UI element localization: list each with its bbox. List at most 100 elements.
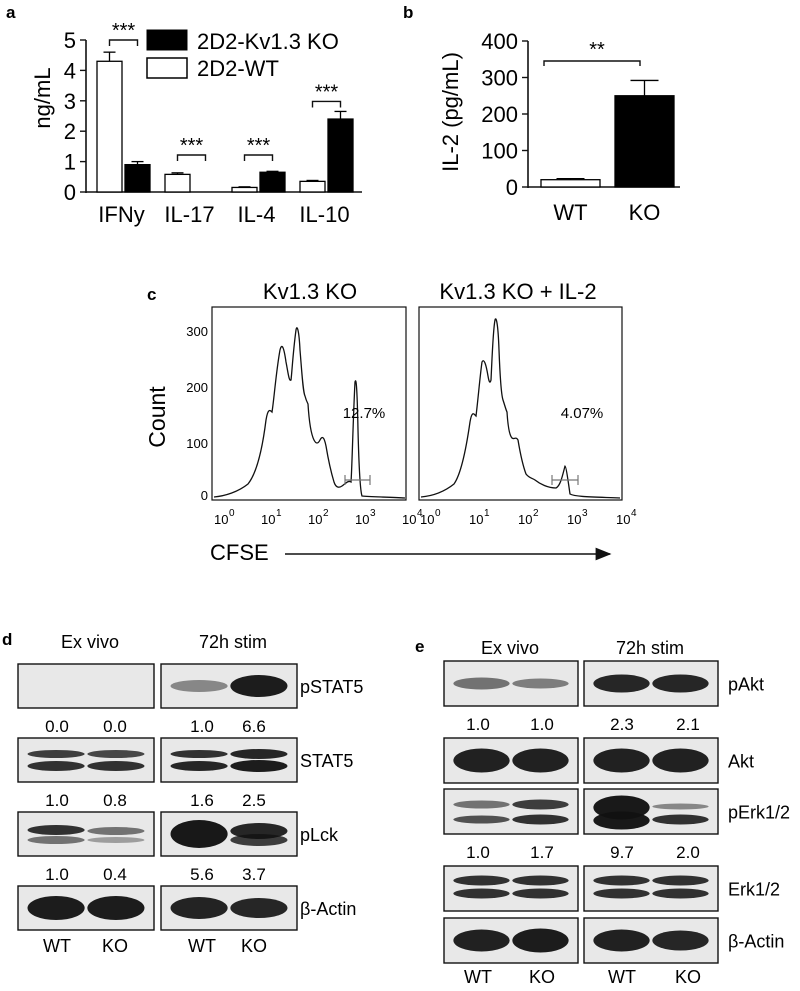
blot-box bbox=[17, 737, 155, 783]
legend-swatch-wt bbox=[146, 57, 188, 79]
bar bbox=[614, 95, 675, 188]
panel-c: c Kv1.3 KO Kv1.3 KO + IL-2 Count 12.7% 4… bbox=[144, 279, 637, 565]
flow-xtick-exponent: 2 bbox=[323, 508, 329, 519]
blot-band bbox=[512, 888, 569, 899]
blot-quantification: 2.5 bbox=[242, 791, 266, 810]
flow-yaxis-ticks: 0 100 200 300 bbox=[186, 324, 208, 503]
sig-label: *** bbox=[315, 81, 339, 103]
blot-row-label: pSTAT5 bbox=[300, 677, 363, 697]
blot-band bbox=[87, 750, 145, 758]
blot-band bbox=[230, 760, 288, 772]
flow-xtick-base: 10 bbox=[214, 512, 228, 527]
blot-quantification: 0.0 bbox=[103, 717, 127, 736]
y-tick-label: 200 bbox=[481, 102, 518, 127]
blot-e-header-exvivo: Ex vivo bbox=[481, 638, 539, 658]
flow-xtick-exponent: 3 bbox=[582, 508, 588, 519]
blot-lane-label: WT bbox=[43, 936, 71, 956]
panel-d-letter: d bbox=[2, 630, 12, 649]
y-tick-label: 2 bbox=[64, 119, 76, 144]
blot-band bbox=[87, 896, 145, 920]
blot-band bbox=[230, 749, 288, 759]
y-tick-label: 100 bbox=[481, 139, 518, 164]
panel-a-ylabel: ng/mL bbox=[30, 67, 55, 128]
sig-label: *** bbox=[180, 135, 204, 157]
y-tick-label: 3 bbox=[64, 89, 76, 114]
flow-xtick-base: 10 bbox=[308, 512, 322, 527]
blot-row-label: β-Actin bbox=[300, 899, 356, 919]
blot-band bbox=[512, 814, 569, 825]
blot-box bbox=[443, 865, 579, 912]
blot-band bbox=[593, 888, 650, 899]
flow-xtick-base: 10 bbox=[420, 512, 434, 527]
flow-xtick-base: 10 bbox=[567, 512, 581, 527]
blot-quantification: 2.3 bbox=[610, 715, 634, 734]
blot-lane-label: WT bbox=[608, 967, 636, 986]
blot-quantification: 1.0 bbox=[530, 715, 554, 734]
panel-a-significance: *** *** *** *** bbox=[108, 20, 342, 161]
blot-quantification: 1.0 bbox=[45, 791, 69, 810]
blot-band bbox=[652, 814, 709, 825]
blot-band bbox=[652, 930, 709, 951]
blot-quantification: 6.6 bbox=[242, 717, 266, 736]
x-tick-label: IL-10 bbox=[299, 202, 349, 227]
flow-xtick-exponent: 3 bbox=[370, 508, 376, 519]
flow-plot-1: 12.7% bbox=[211, 306, 407, 501]
blot-quantification: 5.6 bbox=[190, 865, 214, 884]
flow-frame-2 bbox=[418, 306, 623, 501]
bar bbox=[327, 118, 354, 193]
blot-band bbox=[652, 674, 709, 693]
blot-band bbox=[512, 928, 569, 953]
blot-quantification: 1.0 bbox=[45, 865, 69, 884]
blot-row-label: Akt bbox=[728, 752, 754, 772]
panel-b-axes: 0 100 200 300 400 WT KO bbox=[481, 29, 680, 225]
flow-xtick-exponent: 2 bbox=[533, 508, 539, 519]
blot-band bbox=[87, 837, 145, 843]
y-tick-label: 0 bbox=[506, 175, 518, 200]
blot-quantification: 1.7 bbox=[530, 843, 554, 862]
x-tick-label: IL-17 bbox=[164, 202, 214, 227]
y-tick-label: 1 bbox=[64, 150, 76, 175]
y-tick-label: 4 bbox=[64, 58, 76, 83]
flow-title-2: Kv1.3 KO + IL-2 bbox=[439, 279, 596, 304]
blot-band bbox=[512, 748, 569, 773]
blot-lane-label: WT bbox=[188, 936, 216, 956]
blot-quantification: 1.0 bbox=[466, 715, 490, 734]
blot-box bbox=[160, 737, 298, 783]
blot-band bbox=[453, 888, 510, 899]
blot-band bbox=[512, 678, 569, 689]
blot-quantification: 2.1 bbox=[676, 715, 700, 734]
flow-histogram-1 bbox=[213, 327, 406, 499]
panel-b-letter: b bbox=[403, 3, 413, 22]
blot-quantification: 1.6 bbox=[190, 791, 214, 810]
blot-lane-label: KO bbox=[102, 936, 128, 956]
blot-row-label: pAkt bbox=[728, 675, 764, 695]
blot-band bbox=[170, 820, 228, 848]
blot-band bbox=[230, 834, 288, 846]
bar bbox=[259, 171, 286, 193]
bar bbox=[540, 179, 601, 188]
flow-percent-2: 4.07% bbox=[561, 405, 604, 422]
sig-bracket bbox=[243, 154, 274, 161]
blot-band bbox=[170, 750, 228, 758]
blot-band bbox=[27, 896, 85, 920]
blot-lane-label: KO bbox=[241, 936, 267, 956]
flow-xtick-base: 10 bbox=[355, 512, 369, 527]
y-tick-label: 0 bbox=[64, 180, 76, 205]
blot-band bbox=[453, 875, 510, 886]
blot-band bbox=[453, 800, 510, 809]
bar bbox=[231, 186, 258, 193]
blot-band bbox=[593, 875, 650, 886]
y-tick-label: 300 bbox=[481, 66, 518, 91]
blot-band bbox=[87, 761, 145, 771]
blot-quantification: 2.0 bbox=[676, 843, 700, 862]
sig-label: *** bbox=[112, 20, 136, 42]
blot-band bbox=[512, 799, 569, 810]
x-tick-label: WT bbox=[553, 200, 587, 225]
blot-box bbox=[443, 788, 579, 835]
blot-band bbox=[27, 825, 85, 835]
panel-b-bars bbox=[540, 79, 675, 188]
blot-row-label: β-Actin bbox=[728, 932, 784, 952]
legend-label-ko: 2D2-Kv1.3 KO bbox=[197, 29, 339, 54]
blot-e-header-72h: 72h stim bbox=[616, 638, 684, 658]
